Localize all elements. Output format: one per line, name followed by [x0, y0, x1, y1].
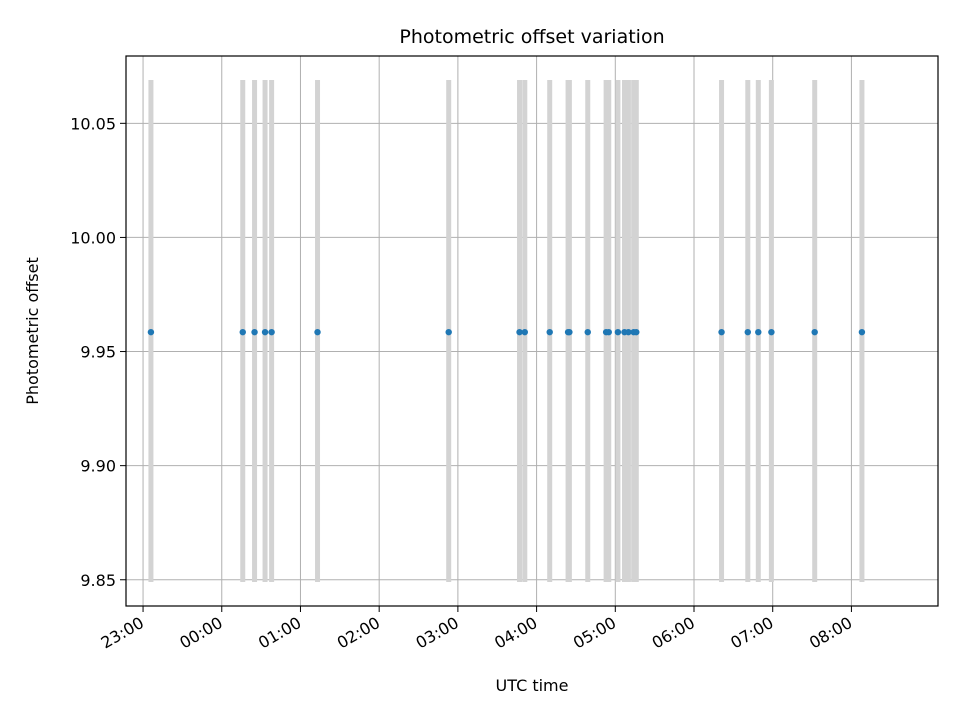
- data-point: [314, 328, 321, 336]
- x-tick-label: 04:00: [491, 613, 540, 653]
- x-tick-label: 00:00: [176, 613, 225, 653]
- x-axis-ticks: 23:00 00:00 01:00 02:00 03:00 04:00 05:00 06:00…: [98, 606, 855, 653]
- data-point: [744, 328, 751, 336]
- data-point: [268, 328, 275, 336]
- x-tick-label: 07:00: [727, 613, 776, 653]
- x-tick-label: 02:00: [334, 613, 383, 653]
- data-point: [584, 328, 591, 336]
- error-bars: [148, 79, 865, 583]
- y-tick-label: 9.95: [80, 343, 116, 362]
- data-point: [614, 328, 622, 336]
- data-point: [566, 328, 573, 336]
- y-tick-label: 9.90: [80, 457, 116, 476]
- x-tick-label: 08:00: [806, 613, 855, 653]
- data-points: [147, 328, 866, 336]
- x-tick-label: 23:00: [98, 613, 147, 653]
- data-point: [718, 328, 725, 336]
- y-axis-label: Photometric offset: [23, 257, 42, 405]
- data-point: [811, 328, 818, 336]
- data-point: [633, 328, 640, 336]
- data-point: [147, 328, 155, 336]
- y-axis-ticks: 9.85 9.90 9.95 10.00 10.05: [70, 114, 126, 590]
- data-point: [445, 328, 452, 336]
- y-tick-label: 9.85: [80, 571, 116, 590]
- data-point: [625, 328, 632, 336]
- data-point: [755, 328, 762, 336]
- y-tick-label: 10.00: [70, 228, 116, 247]
- data-point: [521, 328, 528, 336]
- data-point: [768, 328, 775, 336]
- data-point: [546, 328, 553, 336]
- data-point: [261, 328, 269, 336]
- y-grid: [126, 122, 938, 581]
- x-tick-label: 03:00: [412, 613, 461, 653]
- data-point: [605, 328, 612, 336]
- chart-title: Photometric offset variation: [399, 26, 664, 48]
- data-point: [239, 328, 246, 336]
- data-point: [858, 328, 866, 336]
- data-point: [516, 328, 523, 336]
- x-tick-label: 06:00: [649, 613, 698, 653]
- y-tick-label: 10.05: [70, 114, 116, 133]
- x-axis-label: UTC time: [496, 676, 569, 695]
- x-tick-label: 05:00: [570, 613, 619, 653]
- x-tick-label: 01:00: [255, 613, 304, 653]
- plot-frame: [125, 55, 939, 607]
- data-point: [251, 328, 258, 336]
